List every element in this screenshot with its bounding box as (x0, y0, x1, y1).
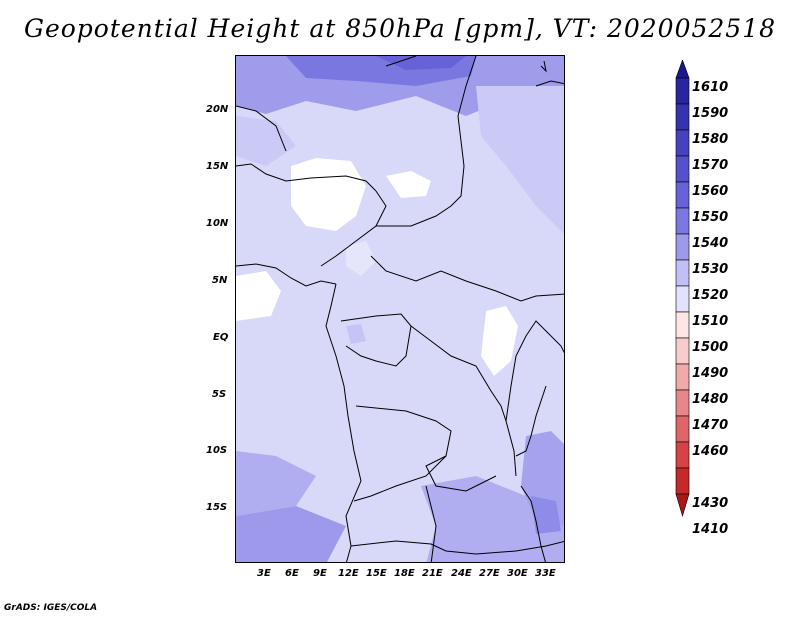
colorbar-label-1430: 1430 (692, 496, 729, 511)
lat-label-5n: 5N (212, 275, 228, 286)
geopotential-field (236, 56, 564, 562)
colorbar-label-1560: 1560 (692, 184, 729, 199)
colorbar-label-1480: 1480 (692, 392, 729, 407)
lon-label-30e: 30E (507, 568, 528, 579)
colorbar-label-1460: 1460 (692, 444, 729, 459)
colorbar-label-1510: 1510 (692, 314, 729, 329)
lat-label-20n: 20N (206, 104, 229, 115)
lon-label-9e: 9E (313, 568, 327, 579)
colorbar-label-1500: 1500 (692, 340, 729, 355)
colorbar-segment (675, 129, 690, 157)
lat-label-eq: EQ (213, 332, 229, 343)
lat-label-15n: 15N (206, 161, 229, 172)
lat-label-10s: 10S (206, 445, 228, 456)
colorbar-segment (675, 493, 690, 518)
colorbar-segment (675, 467, 690, 495)
colorbar-label-1530: 1530 (692, 262, 729, 277)
colorbar-segment (675, 181, 690, 209)
map-panel (235, 55, 565, 563)
lat-label-10n: 10N (206, 218, 229, 229)
lon-label-33e: 33E (535, 568, 556, 579)
lat-label-15s: 15S (206, 502, 228, 513)
colorbar-label-1570: 1570 (692, 158, 729, 173)
colorbar-label-1540: 1540 (692, 236, 729, 251)
colorbar-label-1590: 1590 (692, 106, 729, 121)
colorbar-segment (675, 60, 690, 79)
colorbar-segment (675, 207, 690, 235)
lon-label-6e: 6E (285, 568, 299, 579)
lon-label-21e: 21E (422, 568, 443, 579)
lat-label-5s: 5S (212, 389, 227, 400)
colorbar-segment (675, 337, 690, 365)
colorbar-segment (675, 103, 690, 131)
colorbar-segment (675, 285, 690, 313)
colorbar-segment (675, 415, 690, 443)
colorbar-segment (675, 389, 690, 417)
lon-label-24e: 24E (451, 568, 472, 579)
colorbar-segment (675, 233, 690, 261)
lon-label-15e: 15E (366, 568, 387, 579)
colorbar-label-1520: 1520 (692, 288, 729, 303)
colorbar-label-1490: 1490 (692, 366, 729, 381)
credit-text: GrADS: IGES/COLA (4, 603, 98, 613)
colorbar-segment (675, 155, 690, 183)
colorbar-label-1410: 1410 (692, 522, 729, 537)
colorbar-segment (675, 363, 690, 391)
lon-label-12e: 12E (338, 568, 359, 579)
colorbar-label-1580: 1580 (692, 132, 729, 147)
colorbar-segment (675, 311, 690, 339)
lon-label-3e: 3E (257, 568, 271, 579)
colorbar-label-1550: 1550 (692, 210, 729, 225)
colorbar-segment (675, 441, 690, 469)
colorbar-label-1610: 1610 (692, 80, 729, 95)
chart-title: Geopotential Height at 850hPa [gpm], VT:… (23, 14, 777, 43)
colorbar-segment (675, 259, 690, 287)
lon-label-18e: 18E (394, 568, 415, 579)
colorbar-label-1470: 1470 (692, 418, 729, 433)
colorbar (675, 60, 690, 518)
colorbar-segment (675, 77, 690, 105)
lon-label-27e: 27E (479, 568, 500, 579)
